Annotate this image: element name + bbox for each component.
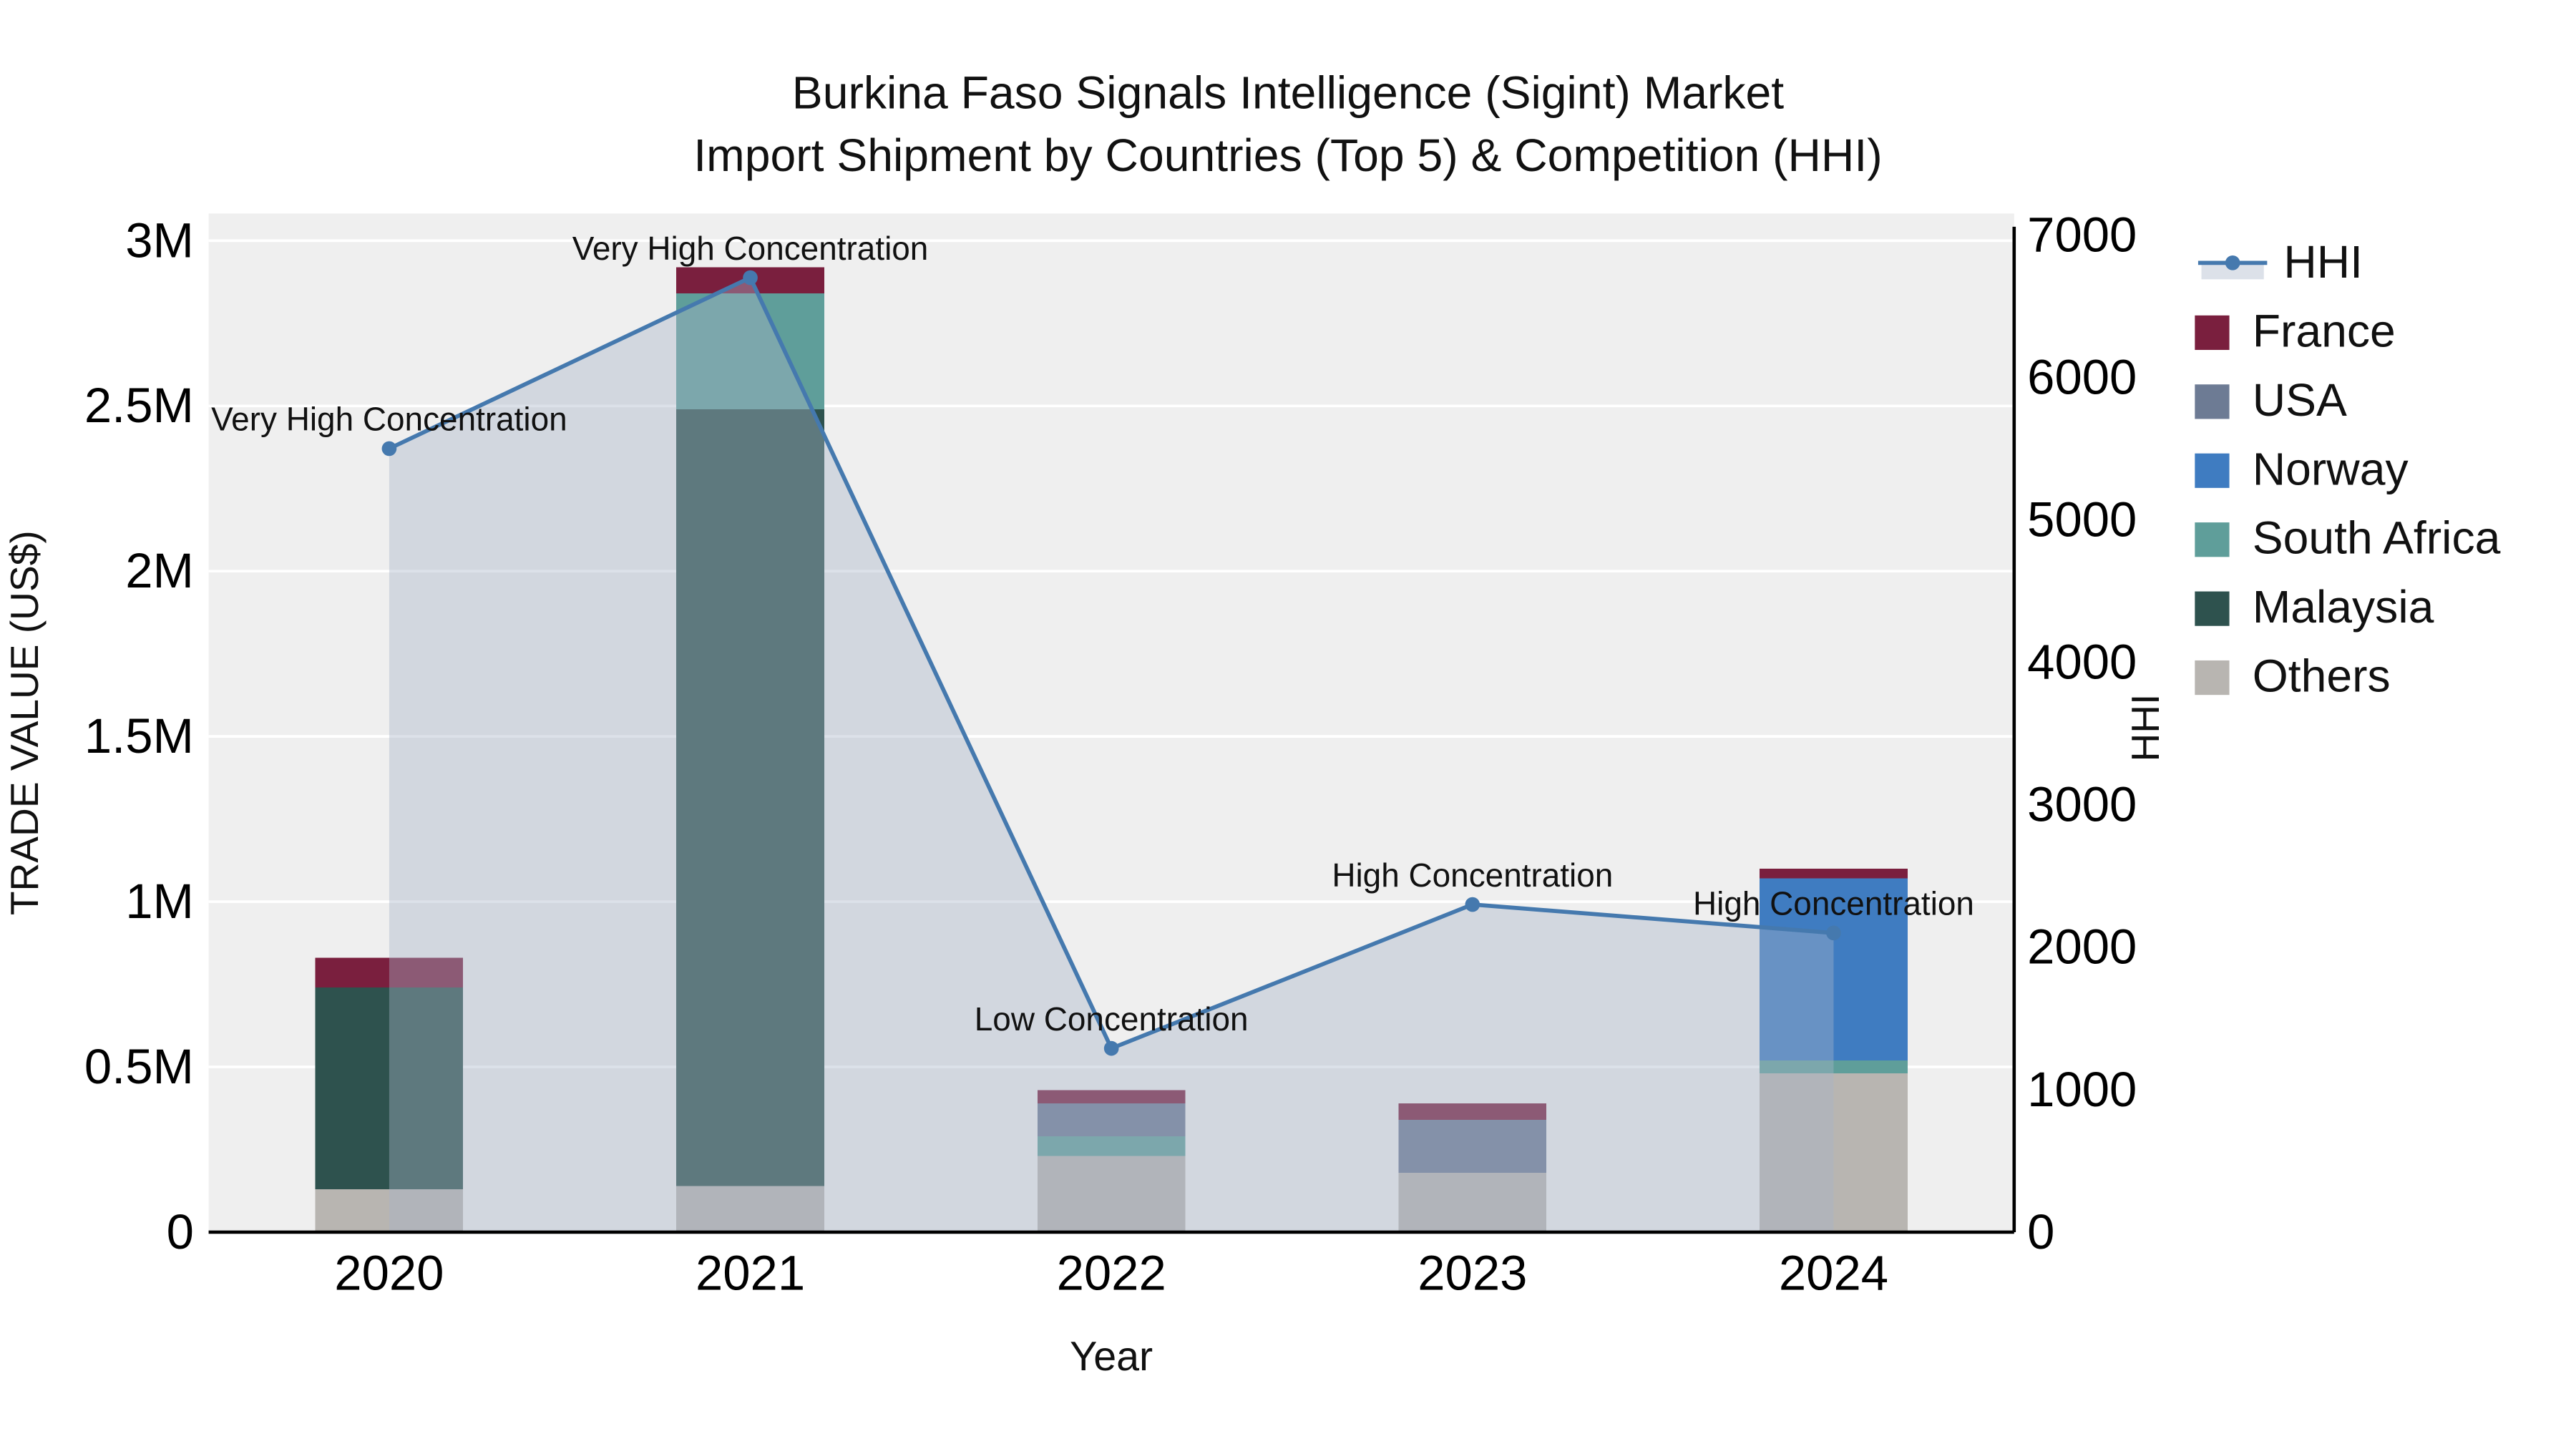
tick-label-left: 0 — [167, 1204, 194, 1259]
legend-label: USA — [2252, 374, 2347, 426]
legend-item-hhi[interactable]: HHI — [2195, 236, 2500, 288]
tick-label-right: 2000 — [2027, 919, 2137, 975]
legend-item-south-africa[interactable]: South Africa — [2195, 512, 2501, 564]
bar-segment-france[interactable] — [1037, 1090, 1186, 1103]
bar-segment-others[interactable] — [315, 1189, 464, 1232]
legend-label: France — [2252, 306, 2396, 357]
tick-label-x: 2022 — [1057, 1245, 1166, 1300]
annotation: High Concentration — [1332, 857, 1613, 894]
legend-item-france[interactable]: France — [2195, 306, 2500, 357]
legend-item-malaysia[interactable]: Malaysia — [2195, 581, 2500, 633]
bar-segment-south-africa[interactable] — [1037, 1136, 1186, 1156]
x-axis-label: Year — [1070, 1334, 1153, 1380]
annotation: High Concentration — [1693, 885, 1974, 922]
tick-label-x: 2024 — [1779, 1245, 1888, 1300]
legend-swatch-usa — [2195, 384, 2230, 419]
legend-swatch-south-africa — [2195, 521, 2230, 557]
bar-segment-south-africa[interactable] — [676, 293, 824, 409]
tick-label-left: 1M — [125, 874, 194, 929]
tick-label-x: 2021 — [696, 1245, 805, 1300]
hhi-marker[interactable] — [1826, 925, 1841, 941]
hhi-marker[interactable] — [1103, 1040, 1119, 1056]
chart-title: Burkina Faso Signals Intelligence (Sigin… — [791, 67, 1785, 119]
bar-segment-others[interactable] — [676, 1186, 824, 1232]
annotation: Low Concentration — [975, 1000, 1249, 1038]
tick-label-right: 1000 — [2027, 1062, 2137, 1117]
plot-background — [208, 213, 2014, 1232]
tick-label-left: 0.5M — [84, 1039, 194, 1094]
legend-label: Others — [2252, 650, 2391, 702]
bar-segment-usa[interactable] — [1037, 1103, 1186, 1136]
tick-label-left: 1.5M — [84, 708, 194, 763]
tick-label-right: 3000 — [2027, 777, 2137, 832]
bar-segment-norway[interactable] — [1760, 878, 1908, 1060]
legend-swatch-france — [2195, 314, 2230, 349]
hhi-legend-symbol — [2197, 255, 2268, 280]
tick-label-x: 2020 — [334, 1245, 444, 1300]
annotation: Very High Concentration — [211, 401, 567, 438]
bar-segment-others[interactable] — [1398, 1172, 1547, 1232]
tick-label-x: 2023 — [1418, 1245, 1527, 1300]
tick-label-left: 2M — [125, 543, 194, 598]
legend-item-usa[interactable]: USA — [2195, 374, 2500, 426]
bar-segment-others[interactable] — [1760, 1073, 1908, 1232]
hhi-marker[interactable] — [1465, 897, 1480, 912]
tick-label-right: 4000 — [2027, 635, 2137, 690]
tick-label-right: 5000 — [2027, 492, 2137, 547]
legend-label: South Africa — [2252, 512, 2501, 564]
bar-segment-france[interactable] — [1398, 1103, 1547, 1120]
legend-label: HHI — [2283, 236, 2363, 288]
bar-segment-france[interactable] — [1760, 868, 1908, 879]
tick-label-right: 7000 — [2027, 207, 2137, 262]
tick-label-left: 3M — [125, 213, 194, 268]
legend-swatch-others — [2195, 659, 2230, 695]
bar-segment-south-africa[interactable] — [1760, 1060, 1908, 1074]
bar-segment-france[interactable] — [315, 957, 464, 988]
legend-item-others[interactable]: Others — [2195, 650, 2500, 702]
bar-segment-malaysia[interactable] — [676, 409, 824, 1186]
hhi-marker[interactable] — [743, 270, 758, 286]
legend: HHI France USA Norway South Africa Malaysia Ot… — [2195, 236, 2501, 702]
legend-swatch-norway — [2195, 452, 2230, 487]
legend-label: Norway — [2252, 443, 2409, 495]
hhi-marker[interactable] — [381, 441, 397, 457]
bar-segment-others[interactable] — [1037, 1156, 1186, 1232]
tick-label-right: 0 — [2027, 1204, 2054, 1259]
tick-label-right: 6000 — [2027, 349, 2137, 404]
legend-label: Malaysia — [2252, 581, 2434, 633]
bar-segment-malaysia[interactable] — [315, 987, 464, 1189]
legend-item-norway[interactable]: Norway — [2195, 443, 2500, 495]
tick-label-left: 2.5M — [84, 378, 194, 433]
annotation: Very High Concentration — [572, 230, 929, 267]
bar-segment-usa[interactable] — [1398, 1119, 1547, 1173]
chart-subtitle: Import Shipment by Countries (Top 5) & C… — [693, 130, 1883, 181]
legend-swatch-malaysia — [2195, 590, 2230, 625]
hhi-area — [389, 278, 1834, 1232]
